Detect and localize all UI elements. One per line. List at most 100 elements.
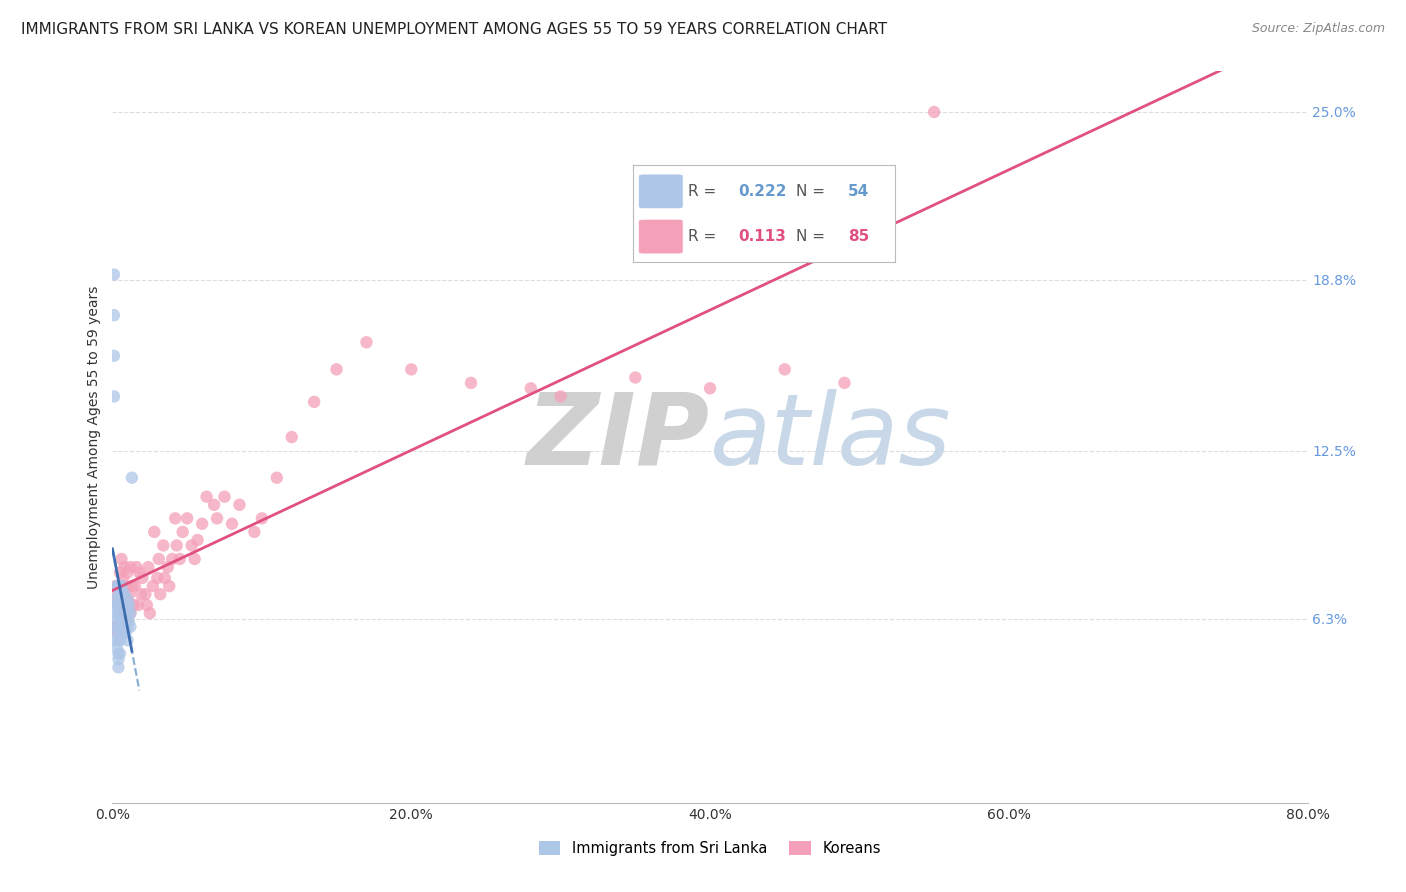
Point (142, 579, 165, 593)
Point (104, 579, 127, 593)
Point (118, 598, 141, 612)
Point (162, 552, 183, 566)
Point (118, 587, 141, 601)
Point (773, 362, 796, 376)
Point (302, 395, 325, 409)
Point (183, 552, 205, 566)
Point (117, 633, 139, 648)
Point (152, 538, 174, 552)
Point (146, 571, 169, 585)
Point (103, 349, 125, 363)
Point (114, 606, 135, 620)
Point (228, 498, 250, 512)
Point (105, 625, 128, 640)
Text: 0.113: 0.113 (738, 229, 786, 244)
Point (110, 579, 132, 593)
Point (117, 620, 139, 634)
Point (149, 587, 172, 601)
Point (104, 620, 127, 634)
Text: N =: N = (796, 229, 830, 244)
Point (165, 511, 187, 525)
Point (110, 579, 132, 593)
Point (110, 615, 132, 629)
Point (120, 620, 142, 634)
Point (134, 587, 156, 601)
Point (103, 268, 125, 282)
Point (180, 538, 202, 552)
Point (110, 552, 132, 566)
Point (110, 620, 132, 634)
Point (107, 660, 129, 674)
Point (114, 625, 135, 640)
Point (120, 560, 142, 574)
Point (214, 490, 236, 504)
Point (114, 587, 135, 601)
Point (107, 598, 129, 612)
Point (202, 498, 225, 512)
Point (111, 598, 134, 612)
Point (104, 606, 127, 620)
Point (105, 598, 128, 612)
Point (135, 598, 157, 612)
Point (834, 376, 856, 390)
Text: Source: ZipAtlas.com: Source: ZipAtlas.com (1251, 22, 1385, 36)
Point (108, 620, 131, 634)
Point (115, 598, 138, 612)
Point (460, 376, 482, 390)
Point (520, 381, 543, 395)
Point (111, 620, 134, 634)
Point (107, 633, 129, 648)
Point (108, 615, 131, 629)
Point (169, 552, 191, 566)
Point (250, 511, 273, 525)
Point (172, 524, 194, 539)
Point (104, 592, 127, 607)
Text: R =: R = (689, 229, 727, 244)
Point (243, 524, 266, 539)
Point (401, 362, 423, 376)
Point (699, 381, 721, 395)
Point (356, 335, 378, 350)
Point (191, 516, 214, 531)
Point (107, 587, 129, 601)
Point (138, 560, 160, 574)
Point (108, 633, 131, 648)
Point (105, 641, 128, 656)
Point (115, 615, 138, 629)
Point (108, 606, 131, 620)
Point (129, 587, 152, 601)
Point (127, 598, 149, 612)
Point (107, 579, 129, 593)
Point (115, 625, 138, 640)
Point (115, 579, 138, 593)
Point (111, 620, 134, 634)
Point (114, 625, 135, 640)
Point (107, 620, 129, 634)
Text: R =: R = (689, 184, 721, 199)
Point (114, 560, 135, 574)
Point (111, 587, 134, 601)
Point (114, 587, 135, 601)
Point (121, 471, 143, 485)
Point (107, 620, 129, 634)
Point (120, 606, 142, 620)
Point (115, 615, 138, 629)
Point (266, 471, 288, 485)
Point (107, 652, 129, 666)
Point (624, 370, 647, 384)
Point (110, 598, 132, 612)
Point (103, 592, 125, 607)
Text: 0.222: 0.222 (738, 184, 786, 199)
Text: atlas: atlas (710, 389, 952, 485)
Point (107, 598, 129, 612)
Point (114, 606, 135, 620)
Point (103, 620, 125, 634)
Point (117, 592, 139, 607)
Point (125, 560, 148, 574)
Point (221, 516, 243, 531)
Point (108, 566, 131, 580)
Point (117, 606, 139, 620)
Text: 54: 54 (848, 184, 869, 199)
Point (108, 592, 131, 607)
Point (195, 490, 218, 504)
